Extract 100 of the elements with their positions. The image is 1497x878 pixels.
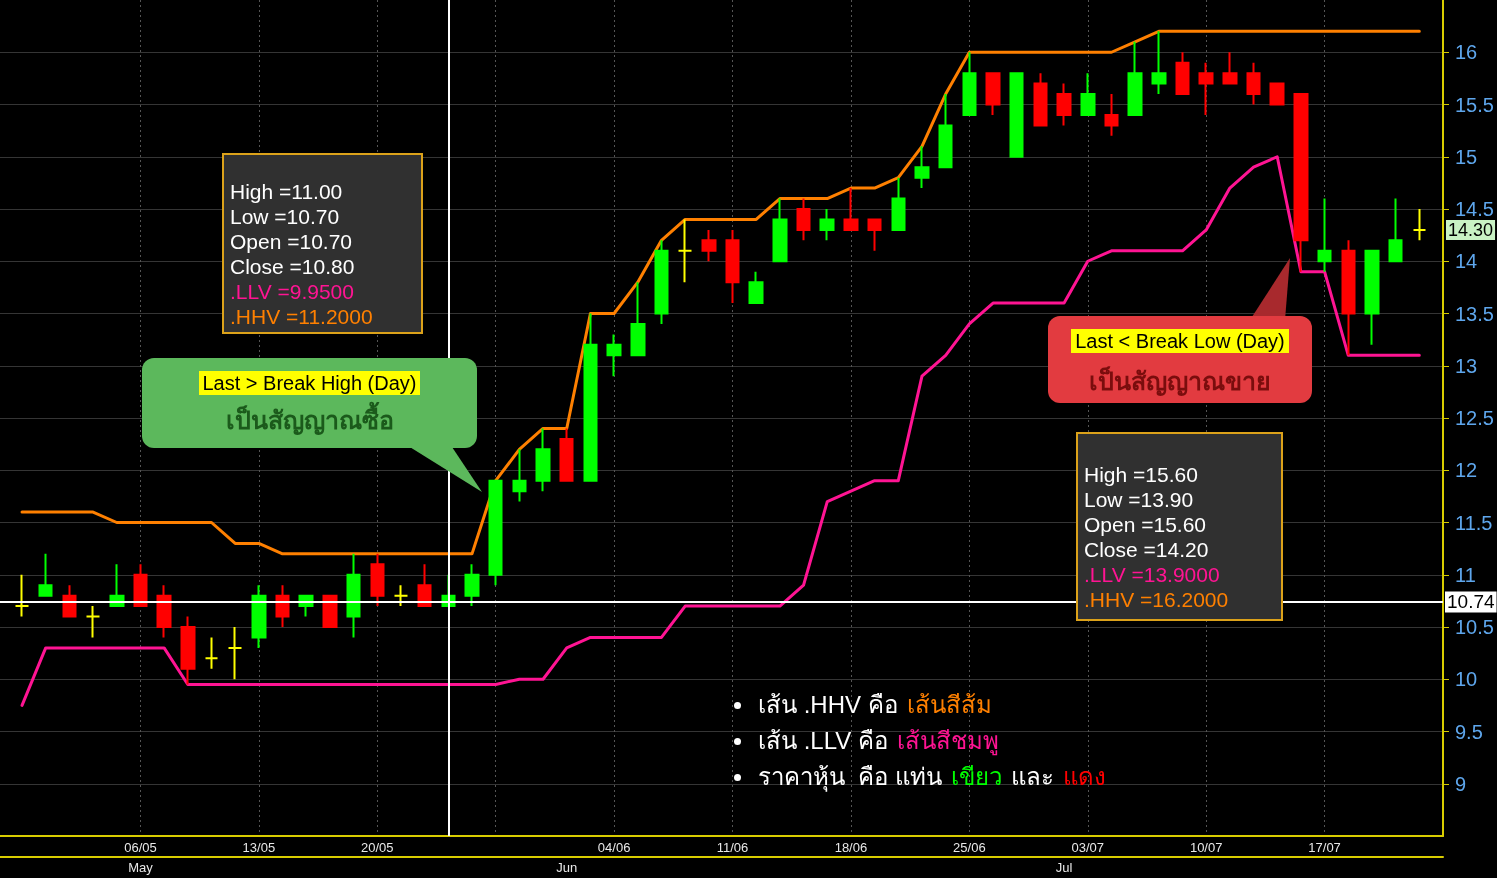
- candlestick: [1222, 51, 1238, 85]
- annotation: ราคาหุ้น คือ แท่น: [758, 763, 943, 790]
- candlestick: [14, 573, 30, 618]
- annotation: Low =13.90: [1084, 488, 1194, 511]
- candlestick: [1009, 72, 1024, 158]
- candlestick: [748, 270, 764, 305]
- candlestick: [962, 51, 977, 116]
- annotation: High =15.60: [1084, 463, 1198, 486]
- candlestick: [701, 228, 717, 263]
- text: May: [128, 859, 154, 875]
- candlestick: [464, 563, 480, 608]
- candlestick: [1388, 197, 1403, 263]
- annotation: แดง: [1063, 763, 1107, 790]
- candlestick: [370, 552, 385, 608]
- annotation: Last > Break High (Day): [198, 371, 421, 395]
- candlestick: [654, 239, 669, 325]
- candlestick: [796, 197, 811, 242]
- candlestick: [1056, 82, 1072, 127]
- y-tick-label: 9.5: [1455, 720, 1483, 743]
- ref-line-label: 10.74: [1447, 591, 1495, 613]
- y-tick-label: 15: [1455, 145, 1478, 168]
- candlestick: [322, 594, 338, 628]
- candlestick: [417, 563, 432, 608]
- line-series: [20, 29, 1421, 556]
- text: Jul: [1055, 859, 1073, 875]
- candlestick: [180, 615, 196, 686]
- text: Jun: [556, 859, 578, 875]
- candlestick: [62, 584, 77, 618]
- annotation: .HHV =11.2000: [230, 305, 373, 328]
- candlestick: [914, 145, 930, 190]
- candlestick: [938, 93, 953, 169]
- y-tick-label: 12.5: [1455, 407, 1494, 429]
- y-tick-label: 12: [1455, 459, 1478, 482]
- candlestick: [1080, 72, 1096, 116]
- candlestick: [251, 584, 267, 649]
- annotation: Low =10.70: [230, 205, 340, 228]
- y-tick-label: 11: [1455, 563, 1476, 586]
- annotation: Last < Break Low (Day): [1071, 329, 1289, 353]
- candlestick: [677, 218, 693, 284]
- candlestick: [559, 427, 574, 482]
- candlestick: [891, 176, 906, 231]
- candlestick: [985, 72, 1001, 116]
- candlestick: [156, 584, 172, 639]
- y-tick-label: 13: [1455, 354, 1478, 377]
- candlestick: [1151, 30, 1167, 96]
- annotation: เส้น .HHV คือ: [758, 691, 898, 718]
- candlestick: [38, 552, 53, 597]
- candlestick: [393, 584, 409, 608]
- x-tick-label: 13/05: [242, 840, 276, 855]
- x-tick-label: 04/06: [597, 840, 631, 855]
- candlestick: [725, 228, 740, 305]
- candlestick: [1293, 93, 1309, 273]
- annotation: เขียว: [951, 763, 1003, 790]
- candlestick: [1127, 40, 1143, 116]
- annotation: .LLV =13.9000: [1084, 563, 1220, 586]
- candlestick: [1198, 61, 1214, 116]
- x-tick-label: 25/06: [953, 840, 986, 855]
- y-tick-label: 13.5: [1455, 302, 1494, 325]
- candlestick: [275, 584, 290, 628]
- x-tick-label: 20/05: [361, 840, 394, 855]
- y-tick-label: 15.5: [1455, 93, 1494, 116]
- y-tick-label: 10: [1455, 668, 1478, 691]
- annotation: High =11.00: [230, 180, 343, 203]
- candlestick: [1317, 197, 1332, 273]
- candlestick: [1412, 208, 1427, 242]
- candlestick: [85, 605, 101, 639]
- x-tick-label: 18/06: [834, 840, 868, 855]
- text: 14.30: [1448, 219, 1494, 240]
- candlestick: [1364, 249, 1380, 346]
- annotation: และ: [1011, 763, 1055, 790]
- candlestick: [204, 636, 219, 670]
- annotation: เป็นสัญญาณขาย: [1089, 367, 1271, 395]
- annotation: เส้นสีชมพู: [896, 727, 999, 754]
- y-tick-label: 16: [1455, 41, 1478, 64]
- candlestick: [772, 197, 788, 263]
- candlestick: [1175, 51, 1190, 96]
- candlestick: [1033, 72, 1048, 127]
- annotation: Open =10.70: [230, 230, 353, 253]
- annotation: เส้นสีส้ม: [906, 691, 992, 718]
- annotation: .HHV =16.2000: [1084, 588, 1229, 611]
- x-tick-label: 06/05: [124, 840, 157, 855]
- y-tick-label: 11.5: [1455, 511, 1493, 534]
- candlestick: [133, 563, 148, 608]
- annotation: Close =14.20: [1084, 538, 1209, 561]
- annotation: เส้น .LLV คือ: [758, 727, 888, 754]
- annotation: Close =10.80: [230, 255, 355, 278]
- x-tick-label: 11/06: [716, 840, 749, 855]
- candlestick: [867, 218, 882, 252]
- y-tick-label: 10.5: [1455, 616, 1494, 638]
- candlestick: [843, 187, 859, 231]
- candlestick: [535, 427, 551, 493]
- candlestick: [819, 208, 835, 242]
- candlestick: [346, 552, 361, 639]
- candlestick: [1269, 82, 1285, 106]
- x-tick-label: 03/07: [1071, 840, 1105, 855]
- candlestick: [1104, 93, 1119, 137]
- y-tick-label: 14: [1455, 250, 1478, 273]
- candlestick: [1246, 61, 1261, 106]
- candlestick: [488, 479, 503, 587]
- x-tick-label: 10/07: [1189, 840, 1223, 855]
